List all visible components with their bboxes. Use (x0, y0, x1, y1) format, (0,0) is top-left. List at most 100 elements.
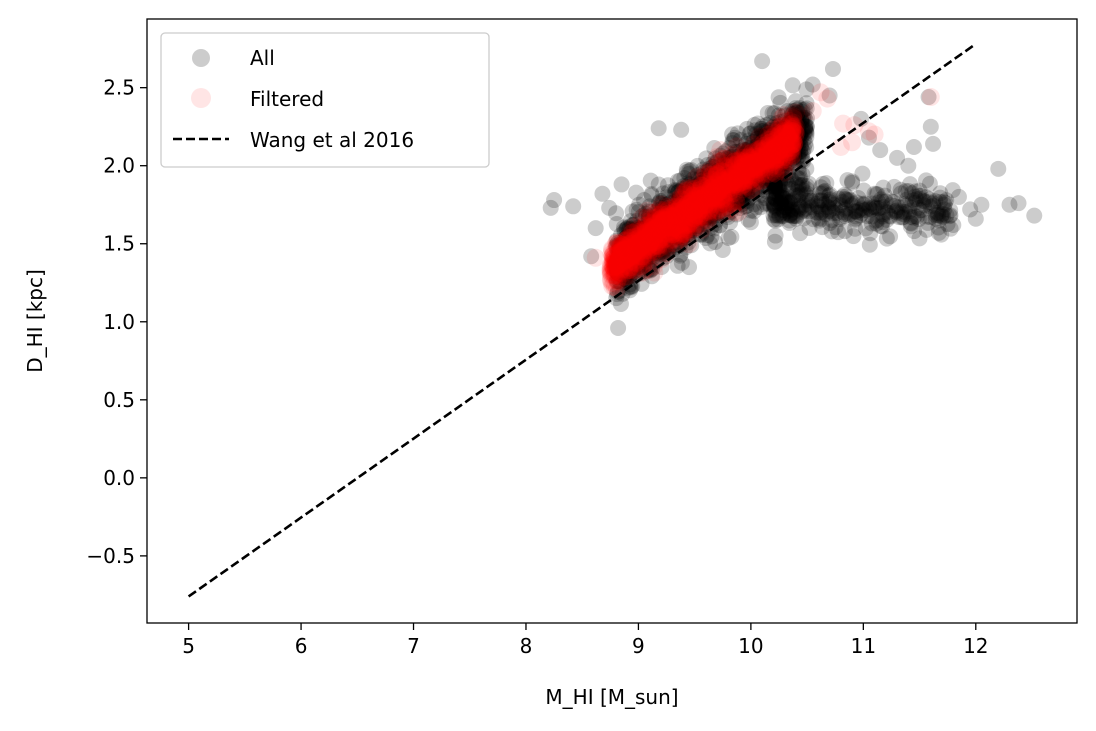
point-all (647, 210, 664, 227)
point-all (670, 192, 687, 209)
point-all (626, 235, 643, 252)
point-all (740, 148, 757, 165)
point-all (658, 239, 675, 256)
point-all (798, 110, 815, 127)
point-all (710, 206, 727, 223)
point-all (665, 223, 682, 240)
point-all (792, 129, 809, 146)
point-all (741, 190, 758, 207)
point-all (768, 129, 785, 146)
point-all (650, 238, 667, 255)
point-filtered (637, 219, 656, 238)
point-all (783, 131, 800, 148)
point-all (786, 121, 803, 138)
point-all (793, 124, 810, 141)
point-all (709, 153, 726, 170)
point-all (628, 201, 645, 218)
point-all (638, 235, 655, 252)
point-all (624, 238, 641, 255)
point-all (688, 198, 705, 215)
point-all (757, 171, 774, 188)
point-all (729, 193, 746, 210)
point-all (638, 238, 655, 255)
point-all (796, 101, 813, 118)
point-all (764, 126, 781, 143)
y-tick-label: −0.5 (86, 544, 135, 568)
point-all (731, 186, 748, 203)
point-all (683, 199, 700, 216)
point-all (712, 184, 729, 201)
point-all (679, 163, 696, 180)
point-all (775, 134, 792, 151)
point-all (699, 179, 716, 196)
point-all (692, 194, 709, 211)
point-all (701, 175, 718, 192)
point-all (631, 235, 648, 252)
point-all (624, 203, 641, 220)
point-all (760, 122, 777, 139)
point-all (641, 227, 658, 244)
point-all (693, 227, 710, 244)
point-all (636, 240, 653, 257)
point-all (737, 181, 754, 198)
point-all (649, 224, 666, 241)
point-all (669, 197, 686, 214)
point-all (594, 185, 611, 202)
point-all (1026, 207, 1043, 224)
point-all (762, 154, 779, 171)
point-all (746, 122, 763, 139)
point-all (722, 181, 739, 198)
point-all (763, 141, 780, 158)
point-all (788, 152, 805, 169)
point-all (638, 244, 655, 261)
point-all (629, 240, 646, 257)
point-all (678, 229, 695, 246)
point-all (667, 209, 684, 226)
point-all (742, 147, 759, 164)
point-all (673, 203, 690, 220)
point-all (631, 196, 648, 213)
point-all (628, 249, 645, 266)
point-all (703, 207, 720, 224)
point-all (766, 149, 783, 166)
point-all (667, 237, 684, 254)
point-all (676, 221, 693, 238)
point-all (735, 152, 752, 169)
point-all (784, 131, 801, 148)
point-all (621, 230, 638, 247)
point-all (758, 116, 775, 133)
point-all (773, 150, 790, 167)
point-all (769, 128, 786, 145)
point-all (704, 173, 721, 190)
point-all (763, 146, 780, 163)
point-all (763, 166, 780, 183)
point-all (616, 271, 633, 288)
point-all (739, 169, 756, 186)
point-all (772, 147, 789, 164)
point-all (757, 179, 774, 196)
point-all (684, 206, 701, 223)
point-all (652, 216, 669, 233)
point-all (649, 225, 666, 242)
point-all (677, 217, 694, 234)
point-all (761, 126, 778, 143)
point-all (736, 181, 753, 198)
point-all (749, 145, 766, 162)
point-all (635, 250, 652, 267)
x-tick-label: 5 (182, 634, 195, 658)
point-all (658, 248, 675, 265)
point-all (724, 126, 741, 143)
point-all (734, 180, 751, 197)
point-all (625, 227, 642, 244)
point-all (765, 139, 782, 156)
point-all (633, 246, 650, 263)
point-all (774, 130, 791, 147)
point-all (670, 183, 687, 200)
point-all (787, 139, 804, 156)
point-all (741, 165, 758, 182)
point-all (659, 177, 676, 194)
point-all (644, 239, 661, 256)
point-all (699, 157, 716, 174)
point-all (727, 168, 744, 185)
point-all (679, 182, 696, 199)
